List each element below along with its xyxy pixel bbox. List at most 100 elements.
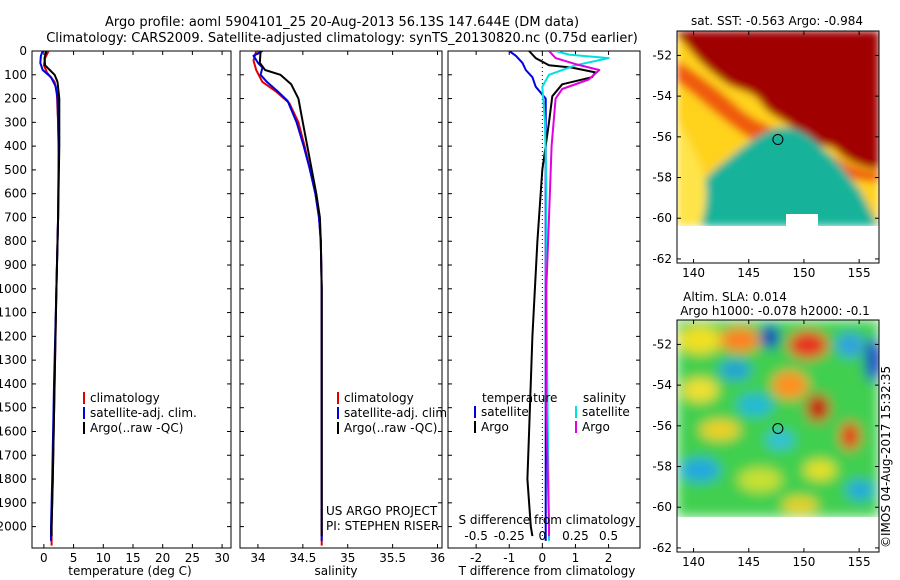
- map-x-tick-label: 140: [682, 266, 705, 280]
- legend-item: satellite-adj. clim.: [344, 406, 451, 420]
- sla-color-field: [677, 320, 879, 517]
- depth-tick-label: 800: [4, 234, 27, 248]
- sla-blob: [788, 331, 828, 359]
- sla-blob: [804, 460, 836, 480]
- legend-item: satellite: [582, 405, 630, 419]
- salinity-axes-frame: [239, 50, 443, 549]
- x-tick-label: 2: [605, 551, 613, 565]
- temperature-panel: 0 5 10 15 20 25 300100200300400500600700800900…: [0, 44, 232, 578]
- depth-tick-label: 1900: [0, 496, 27, 510]
- sla-map-frame: [676, 319, 880, 553]
- sst-transition-band: [677, 60, 879, 182]
- map-x-tick-label: 140: [682, 555, 705, 569]
- sla-map-title-2: Argo h1000: -0.078 h2000: -0.1: [680, 304, 870, 318]
- s-diff-tick-label: -0.5: [464, 529, 487, 543]
- sla-blob: [761, 325, 779, 349]
- x-tick-label: 30: [214, 551, 229, 565]
- x-tick-label: 35.5: [379, 551, 406, 565]
- legend-item: climatology: [90, 391, 160, 405]
- map-y-tick-label: -58: [652, 460, 672, 474]
- salinity-panel: 34 34.5 35 35.5 36 salinity climatologysatel…: [239, 50, 451, 578]
- sst-notch-mask: [786, 214, 818, 227]
- sla-blob: [737, 394, 773, 416]
- sst-land-mask: [677, 226, 879, 263]
- title-line-2: Climatology: CARS2009. Satellite-adjuste…: [46, 31, 638, 46]
- map-y-tick-label: -56: [652, 419, 672, 433]
- map-y-tick-label: -56: [652, 130, 672, 144]
- legend-item: Argo: [582, 420, 610, 434]
- series-line-salinity-satellite: [541, 51, 610, 541]
- sla-blob: [700, 420, 740, 440]
- x-tick-label: -2: [470, 551, 482, 565]
- series-line-argo-raw-qc-: [258, 51, 323, 537]
- map-y-tick-label: -54: [652, 89, 672, 103]
- map-y-tick-label: -62: [652, 252, 672, 266]
- depth-tick-label: 1400: [0, 377, 27, 391]
- sst-map-field: [677, 31, 879, 263]
- sla-blob: [782, 497, 818, 513]
- legend-item: Argo(..raw -QC): [344, 421, 437, 435]
- legend-title-temperature: temperature: [482, 391, 557, 405]
- depth-tick-label: 1500: [0, 401, 27, 415]
- sst-map-frame: [676, 30, 880, 264]
- difference-axes-frame: [447, 50, 641, 549]
- sst-color-field: [677, 31, 879, 226]
- series-line-argo-raw-qc-: [43, 51, 61, 537]
- timestamp-stamp: ©IMOS 04-Aug-2017 15:32:35: [879, 366, 893, 548]
- depth-tick-label: 2000: [0, 520, 27, 534]
- map-x-tick-label: 155: [848, 266, 871, 280]
- depth-tick-label: 0: [19, 44, 27, 58]
- sla-blob: [678, 326, 722, 354]
- sst-warm-region: [677, 31, 879, 170]
- x-tick-label: 36: [430, 551, 445, 565]
- sla-map-panel: Altim. SLA: 0.014 Argo h1000: -0.078 h20…: [652, 290, 880, 569]
- sla-blob: [720, 328, 760, 352]
- map-y-tick-label: -58: [652, 171, 672, 185]
- x-tick-label: 20: [155, 551, 170, 565]
- x-tick-label: 1: [572, 551, 580, 565]
- x-tick-label: 5: [70, 551, 78, 565]
- x-tick-label: 25: [185, 551, 200, 565]
- legend-item: climatology: [344, 391, 414, 405]
- difference-xlabel-top: S difference from climatology: [459, 513, 636, 527]
- sla-blob: [738, 468, 782, 492]
- map-y-tick-label: -60: [652, 211, 672, 225]
- x-tick-label: 34: [250, 551, 265, 565]
- sst-map-panel: sat. SST: -0.563 Argo: -0.984 140 145 150 1…: [652, 14, 880, 280]
- s-diff-tick-label: 0.25: [562, 529, 589, 543]
- depth-tick-label: 700: [4, 210, 27, 224]
- depth-tick-label: 200: [4, 92, 27, 106]
- map-x-tick-label: 145: [737, 555, 760, 569]
- map-x-tick-label: 155: [848, 555, 871, 569]
- sla-blob: [865, 338, 879, 382]
- pi-credit: PI: STEPHEN RISER: [326, 519, 439, 533]
- project-credit: US ARGO PROJECT: [326, 504, 438, 518]
- legend-item: Argo(..raw -QC): [90, 421, 183, 435]
- depth-tick-label: 1300: [0, 353, 27, 367]
- temperature-axes-frame: [31, 50, 232, 549]
- depth-tick-label: 300: [4, 115, 27, 129]
- map-x-tick-label: 150: [792, 266, 815, 280]
- depth-tick-label: 1700: [0, 448, 27, 462]
- depth-tick-label: 1200: [0, 329, 27, 343]
- depth-tick-label: 400: [4, 139, 27, 153]
- x-tick-label: 10: [96, 551, 111, 565]
- difference-legend: temperature salinitysatelliteArgosatellit…: [474, 391, 630, 434]
- depth-tick-label: 1800: [0, 472, 27, 486]
- sla-land-mask: [677, 517, 879, 552]
- sla-blob: [836, 333, 864, 357]
- x-tick-label: 15: [125, 551, 140, 565]
- sla-blob: [846, 480, 874, 500]
- profile-location-marker: [772, 422, 784, 434]
- map-x-tick-label: 150: [792, 555, 815, 569]
- sla-blob: [680, 458, 720, 482]
- depth-tick-label: 500: [4, 163, 27, 177]
- series-line-salinity-argo: [545, 51, 601, 537]
- salinity-xlabel: salinity: [314, 564, 357, 578]
- map-y-tick-label: -62: [652, 541, 672, 555]
- sla-blob: [766, 431, 794, 449]
- map-y-tick-label: -52: [652, 337, 672, 351]
- depth-tick-label: 1000: [0, 282, 27, 296]
